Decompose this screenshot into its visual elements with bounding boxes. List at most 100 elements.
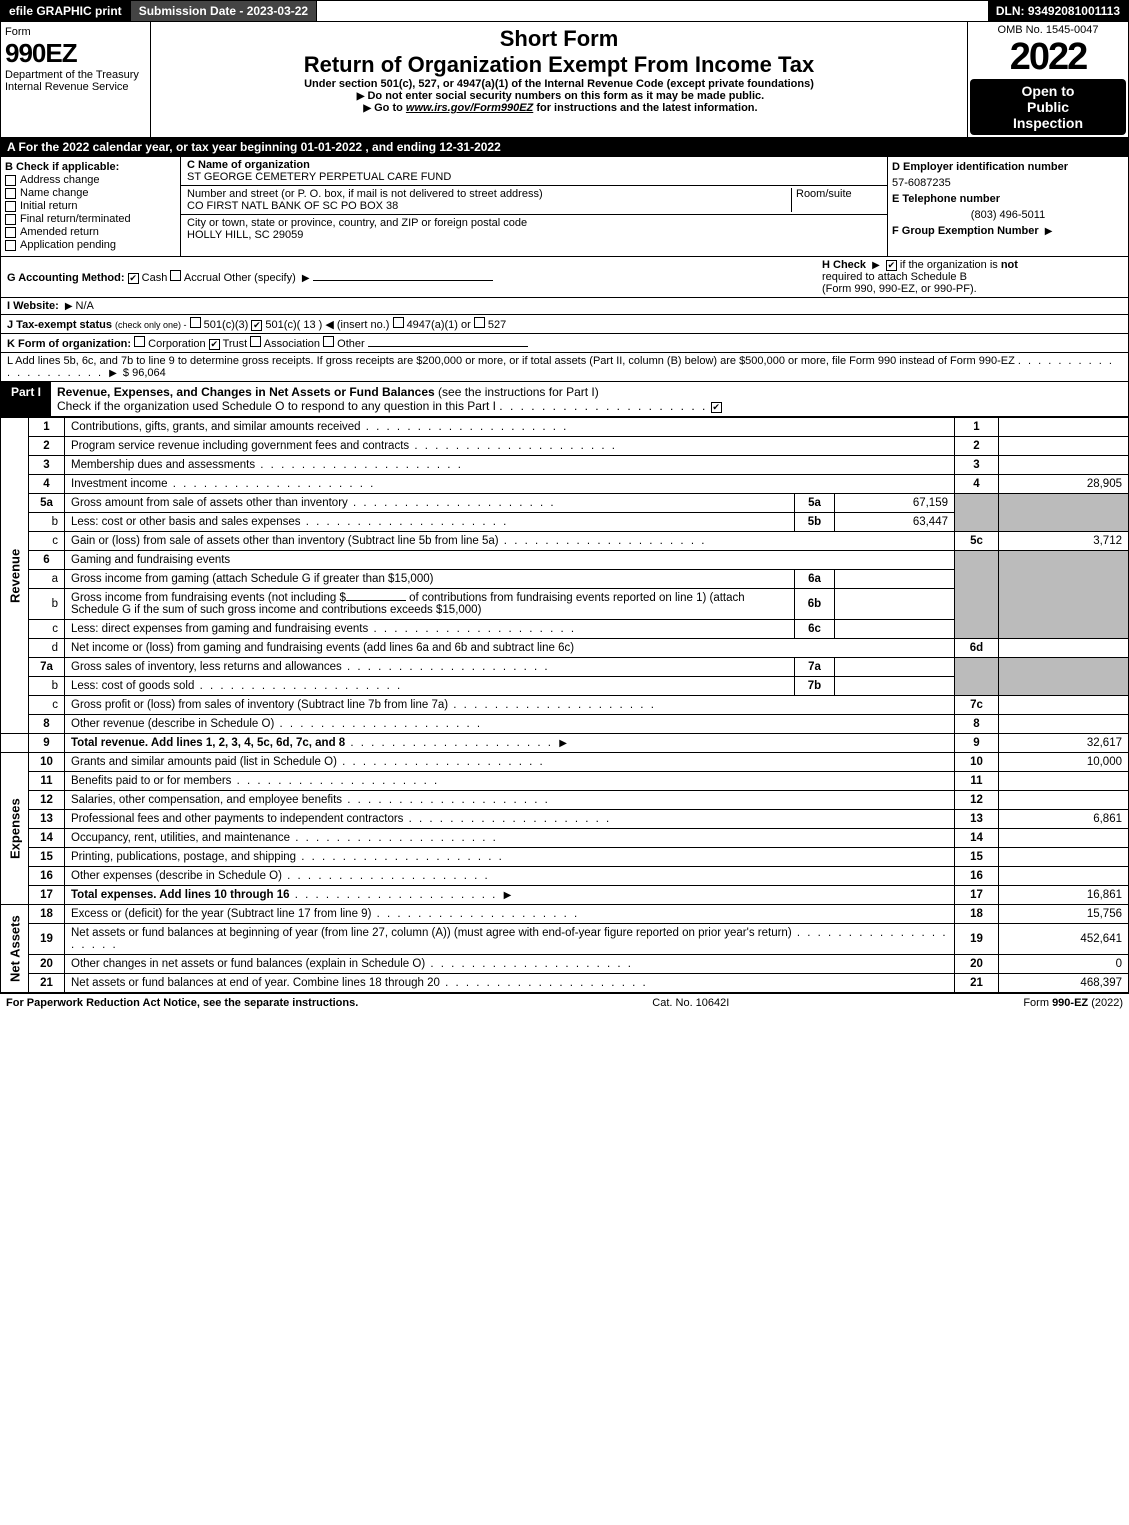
chk-assoc[interactable] (250, 336, 261, 347)
tel-label: E Telephone number (892, 193, 1124, 205)
side-net-assets: Net Assets (1, 905, 29, 993)
footer-right: Form 990-EZ (2022) (1023, 997, 1123, 1009)
chk-application-pending[interactable]: Application pending (5, 239, 176, 251)
form-label: Form (5, 26, 146, 38)
return-title: Return of Organization Exempt From Incom… (155, 52, 963, 78)
part-i-label: Part I (1, 382, 51, 416)
row-j: J Tax-exempt status (check only one) - 5… (0, 315, 1129, 334)
line-8: 8 Other revenue (describe in Schedule O)… (1, 715, 1129, 734)
chk-trust[interactable] (209, 339, 220, 350)
row-a-period: A For the 2022 calendar year, or tax yea… (0, 138, 1129, 157)
line-1: Revenue 1 Contributions, gifts, grants, … (1, 418, 1129, 437)
chk-accrual[interactable] (170, 270, 181, 281)
dept-treasury: Department of the Treasury (5, 69, 146, 81)
row-l: L Add lines 5b, 6c, and 7b to line 9 to … (0, 353, 1129, 382)
org-name: ST GEORGE CEMETERY PERPETUAL CARE FUND (187, 171, 881, 183)
chk-final-return[interactable]: Final return/terminated (5, 213, 176, 225)
line-6d: d Net income or (loss) from gaming and f… (1, 639, 1129, 658)
group-exemption: F Group Exemption Number (892, 225, 1124, 237)
line-17: 17Total expenses. Add lines 10 through 1… (1, 886, 1129, 905)
line-5c: c Gain or (loss) from sale of assets oth… (1, 532, 1129, 551)
line-20: 20Other changes in net assets or fund ba… (1, 955, 1129, 974)
row-k: K Form of organization: Corporation Trus… (0, 334, 1129, 353)
line-2: 2 Program service revenue including gove… (1, 437, 1129, 456)
line-13: 13Professional fees and other payments t… (1, 810, 1129, 829)
page-footer: For Paperwork Reduction Act Notice, see … (0, 993, 1129, 1012)
line-7c: c Gross profit or (loss) from sales of i… (1, 696, 1129, 715)
row-g: G Accounting Method: Cash Accrual Other … (7, 270, 816, 284)
subtitle-2: Do not enter social security numbers on … (155, 90, 963, 102)
row-i: I Website: N/A (0, 298, 1129, 315)
side-revenue: Revenue (1, 418, 29, 734)
part-i-header: Part I Revenue, Expenses, and Changes in… (0, 382, 1129, 417)
line-14: 14Occupancy, rent, utilities, and mainte… (1, 829, 1129, 848)
line-9: 9 Total revenue. Add lines 1, 2, 3, 4, 5… (1, 734, 1129, 753)
top-bar: efile GRAPHIC print Submission Date - 20… (0, 0, 1129, 22)
chk-schedule-b[interactable] (886, 260, 897, 271)
chk-4947[interactable] (393, 317, 404, 328)
dln: DLN: 93492081001113 (988, 1, 1128, 21)
side-expenses: Expenses (1, 753, 29, 905)
footer-left: For Paperwork Reduction Act Notice, see … (6, 997, 358, 1009)
form-number: 990EZ (5, 38, 146, 69)
section-bcd: B Check if applicable: Address change Na… (0, 157, 1129, 257)
section-d: D Employer identification number 57-6087… (888, 157, 1128, 256)
room-suite-label: Room/suite (791, 188, 881, 212)
line-3: 3 Membership dues and assessments 3 (1, 456, 1129, 475)
chk-corp[interactable] (134, 336, 145, 347)
line-21: 21Net assets or fund balances at end of … (1, 974, 1129, 993)
chk-name-change[interactable]: Name change (5, 187, 176, 199)
chk-527[interactable] (474, 317, 485, 328)
row-h: H Check if the organization is not requi… (822, 259, 1122, 295)
line-15: 15Printing, publications, postage, and s… (1, 848, 1129, 867)
line-6: 6 Gaming and fundraising events (1, 551, 1129, 570)
omb-number: OMB No. 1545-0047 (970, 24, 1126, 36)
chk-amended-return[interactable]: Amended return (5, 226, 176, 238)
header-left: Form 990EZ Department of the Treasury In… (1, 22, 151, 137)
open-inspection: Open to Public Inspection (970, 79, 1126, 135)
city-block: City or town, state or province, country… (181, 215, 887, 243)
chk-501c[interactable] (251, 320, 262, 331)
org-name-block: C Name of organization ST GEORGE CEMETER… (181, 157, 887, 186)
header-right: OMB No. 1545-0047 2022 Open to Public In… (968, 22, 1128, 137)
submission-date: Submission Date - 2023-03-22 (131, 1, 317, 21)
line-5a: 5a Gross amount from sale of assets othe… (1, 494, 1129, 513)
line-16: 16Other expenses (describe in Schedule O… (1, 867, 1129, 886)
irs-label: Internal Revenue Service (5, 81, 146, 93)
subtitle-3: Go to www.irs.gov/Form990EZ for instruct… (155, 102, 963, 114)
chk-initial-return[interactable]: Initial return (5, 200, 176, 212)
street-address: CO FIRST NATL BANK OF SC PO BOX 38 (187, 200, 791, 212)
line-7a: 7a Gross sales of inventory, less return… (1, 658, 1129, 677)
street-block: Number and street (or P. O. box, if mail… (181, 186, 887, 215)
website-value: N/A (76, 300, 94, 312)
chk-schedule-o[interactable] (711, 402, 722, 413)
short-form-title: Short Form (155, 26, 963, 52)
line-10: Expenses 10 Grants and similar amounts p… (1, 753, 1129, 772)
line-19: 19Net assets or fund balances at beginni… (1, 924, 1129, 955)
header-mid: Short Form Return of Organization Exempt… (151, 22, 968, 137)
chk-other-org[interactable] (323, 336, 334, 347)
section-c: C Name of organization ST GEORGE CEMETER… (181, 157, 888, 256)
section-b-title: B Check if applicable: (5, 161, 176, 173)
chk-address-change[interactable]: Address change (5, 174, 176, 186)
part-i-table: Revenue 1 Contributions, gifts, grants, … (0, 417, 1129, 993)
chk-cash[interactable] (128, 273, 139, 284)
ein-value: 57-6087235 (892, 177, 1124, 189)
chk-501c3[interactable] (190, 317, 201, 328)
footer-mid: Cat. No. 10642I (652, 997, 729, 1009)
row-l-amount: $ 96,064 (123, 367, 166, 379)
form-header: Form 990EZ Department of the Treasury In… (0, 22, 1129, 138)
city-state-zip: HOLLY HILL, SC 29059 (187, 229, 881, 241)
line-18: Net Assets 18 Excess or (deficit) for th… (1, 905, 1129, 924)
tax-year: 2022 (970, 36, 1126, 79)
row-g-h: G Accounting Method: Cash Accrual Other … (0, 257, 1129, 298)
line-4: 4 Investment income 4 28,905 (1, 475, 1129, 494)
section-b: B Check if applicable: Address change Na… (1, 157, 181, 256)
subtitle-1: Under section 501(c), 527, or 4947(a)(1)… (155, 78, 963, 90)
irs-link[interactable]: www.irs.gov/Form990EZ (406, 102, 533, 114)
line-12: 12Salaries, other compensation, and empl… (1, 791, 1129, 810)
tel-value: (803) 496-5011 (892, 209, 1124, 221)
ein-label: D Employer identification number (892, 161, 1124, 173)
efile-label[interactable]: efile GRAPHIC print (1, 1, 131, 21)
line-11: 11Benefits paid to or for members11 (1, 772, 1129, 791)
